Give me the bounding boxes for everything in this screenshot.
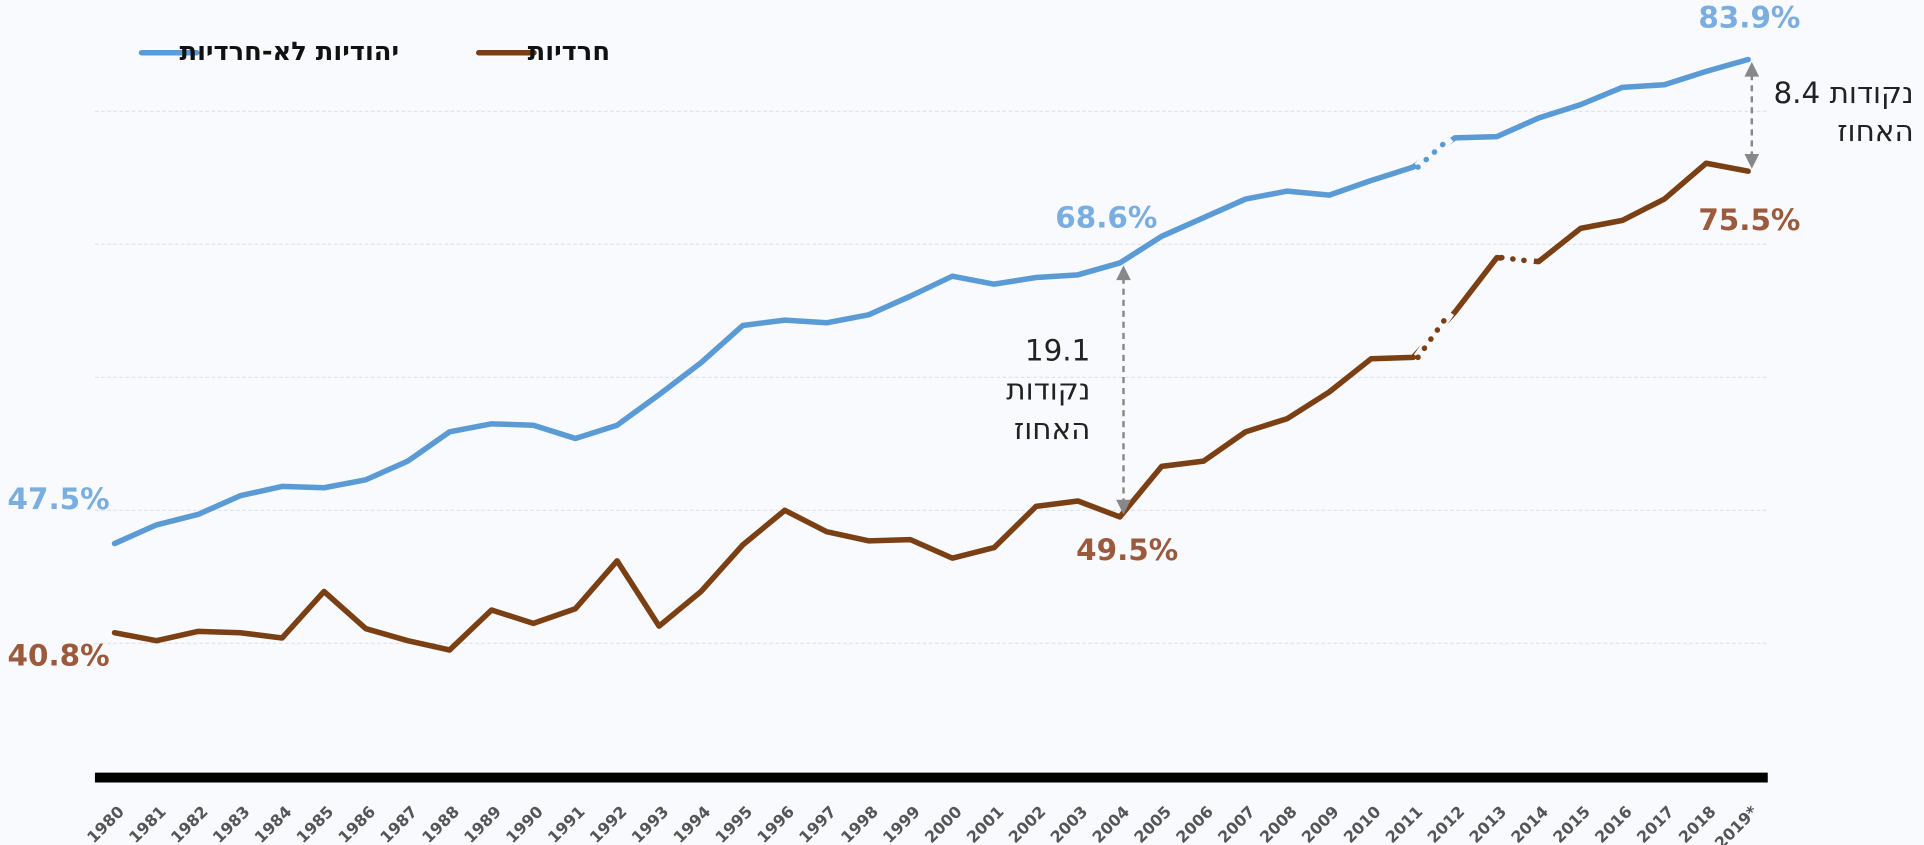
arrow-head	[1116, 499, 1131, 515]
arrow-head	[1744, 153, 1760, 169]
annotation: 19.1	[1025, 333, 1091, 367]
value-label: 83.9%	[1698, 0, 1800, 34]
dotted-segment	[1415, 309, 1453, 361]
legend-label: יהודיות לא-חרדיות	[179, 37, 399, 67]
annotation: 8.4 נקודות	[1773, 76, 1913, 110]
legend-label: חרדיות	[528, 37, 610, 67]
annotation: נקודות	[1006, 373, 1090, 407]
value-label: 75.5%	[1698, 203, 1800, 237]
value-label: 68.6%	[1055, 200, 1157, 234]
annotation: האחוז	[1837, 114, 1913, 148]
dotted-segment	[1415, 135, 1453, 170]
gap-cover	[1501, 252, 1535, 267]
value-label: 47.5%	[8, 482, 110, 516]
arrow-head	[1116, 265, 1131, 281]
series-line	[111, 160, 1751, 653]
series-line	[111, 56, 1751, 547]
annotation: האחוז	[1014, 412, 1090, 446]
value-label: 40.8%	[8, 639, 110, 673]
arrow-head	[1744, 61, 1760, 77]
value-label: 49.5%	[1076, 533, 1178, 567]
